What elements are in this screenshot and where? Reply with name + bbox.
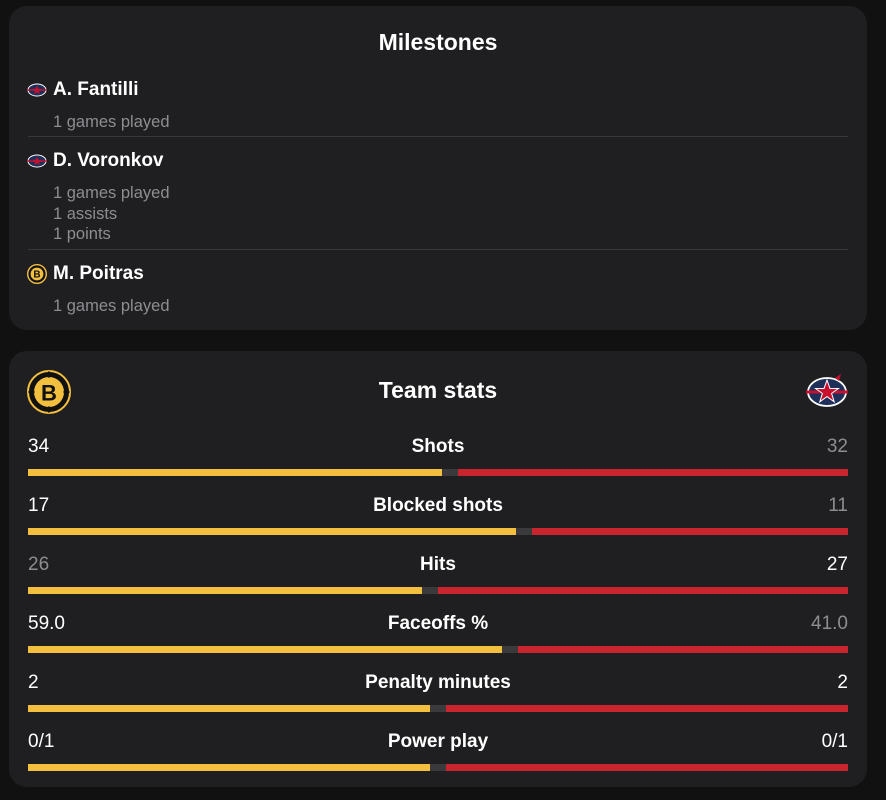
stat-bar — [28, 469, 848, 476]
bar-gap — [430, 705, 446, 712]
team-stats-title: Team stats — [378, 377, 498, 403]
home-value: 17 — [28, 495, 50, 516]
blue-jackets-logo-icon — [806, 374, 848, 407]
milestone-line: 1 points — [53, 225, 111, 243]
away-bar — [458, 469, 848, 476]
away-value: 27 — [826, 554, 848, 575]
divider — [28, 136, 848, 137]
away-value: 0/1 — [821, 731, 848, 752]
home-value: 59.0 — [28, 613, 65, 634]
stat-label: Faceoffs % — [387, 613, 489, 634]
player-name: D. Voronkov — [53, 150, 164, 171]
away-bar — [446, 764, 848, 771]
bruins-logo-icon: B — [27, 370, 71, 414]
stat-bar — [28, 528, 848, 535]
stat-row-shots: 34 Shots 32 — [28, 435, 848, 479]
home-bar — [28, 528, 516, 535]
bar-gap — [502, 646, 518, 653]
stat-label: Shots — [411, 436, 465, 457]
bruins-logo-icon: B — [27, 264, 47, 284]
milestone-line: 1 games played — [53, 297, 170, 315]
divider — [28, 249, 848, 250]
home-value: 0/1 — [28, 731, 55, 752]
milestone-header: D. Voronkov — [27, 149, 164, 173]
bar-gap — [516, 528, 532, 535]
home-bar — [28, 705, 430, 712]
home-bar — [28, 764, 430, 771]
milestones-title: Milestones — [378, 29, 498, 55]
away-value: 11 — [828, 495, 848, 516]
away-bar — [438, 587, 848, 594]
stat-bar — [28, 705, 848, 712]
milestone-line: 1 assists — [53, 204, 118, 223]
stat-bar — [28, 764, 848, 771]
away-value: 2 — [837, 672, 848, 693]
player-name: M. Poitras — [53, 263, 144, 284]
milestone-header: A. Fantilli — [27, 78, 139, 102]
away-bar — [518, 646, 848, 653]
milestone-lines: 1 games played — [53, 296, 170, 317]
player-name: A. Fantilli — [53, 79, 139, 100]
milestone-header: B M. Poitras — [27, 262, 144, 286]
svg-text:B: B — [41, 381, 57, 406]
home-bar — [28, 646, 502, 653]
stat-bar — [28, 646, 848, 653]
milestone-lines: 1 games played 1 assists 1 points — [53, 183, 170, 245]
stat-row-hits: 26 Hits 27 — [28, 553, 848, 597]
stat-bar — [28, 587, 848, 594]
home-bar — [28, 469, 442, 476]
blue-jackets-logo-icon — [27, 83, 47, 97]
milestone-lines: 1 games played — [53, 112, 170, 133]
blue-jackets-logo-icon — [27, 154, 47, 168]
stat-label: Blocked shots — [373, 495, 503, 516]
stat-row-power-play: 0/1 Power play 0/1 — [28, 730, 848, 774]
stat-row-faceoffs: 59.0 Faceoffs % 41.0 — [28, 612, 848, 656]
team-stats-card: B Team stats 34 Shots 32 17 Blocked shot… — [9, 351, 867, 787]
svg-text:B: B — [33, 270, 40, 281]
milestone-line: 1 games played — [53, 184, 170, 202]
bar-gap — [422, 587, 438, 594]
stat-label: Hits — [420, 554, 456, 575]
away-bar — [446, 705, 848, 712]
stat-label: Penalty minutes — [365, 672, 511, 693]
home-bar — [28, 587, 422, 594]
home-value: 26 — [28, 554, 50, 575]
milestone-line: 1 games played — [53, 113, 170, 131]
home-value: 2 — [28, 672, 39, 693]
bar-gap — [442, 469, 458, 476]
bar-gap — [430, 764, 446, 771]
stat-row-blocked-shots: 17 Blocked shots 11 — [28, 494, 848, 538]
milestones-card: Milestones A. Fantilli 1 games played D.… — [9, 6, 867, 330]
home-value: 34 — [28, 436, 50, 457]
stat-label: Power play — [387, 731, 489, 752]
away-value: 32 — [826, 436, 848, 457]
away-value: 41.0 — [811, 613, 848, 634]
stat-row-penalty-minutes: 2 Penalty minutes 2 — [28, 671, 848, 715]
away-bar — [532, 528, 848, 535]
